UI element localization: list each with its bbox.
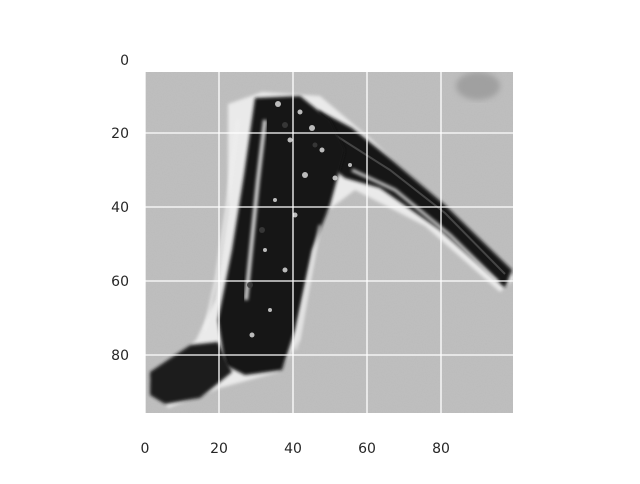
y-tick-label: 40 — [111, 200, 129, 216]
x-tick-labels: 0 20 40 60 80 — [141, 441, 450, 457]
y-tick-labels: 0 20 40 60 80 — [111, 53, 129, 364]
y-tick-label: 60 — [111, 274, 129, 290]
x-tick-label: 20 — [210, 441, 228, 457]
y-tick-label: 20 — [111, 126, 129, 142]
x-tick-label: 40 — [284, 441, 302, 457]
x-tick-label: 60 — [358, 441, 376, 457]
microscopy-image — [145, 72, 513, 413]
x-tick-label: 80 — [432, 441, 450, 457]
grid-lines — [144, 72, 513, 413]
y-tick-label: 80 — [111, 348, 129, 364]
y-tick-label: 0 — [120, 53, 129, 69]
x-tick-label: 0 — [141, 441, 150, 457]
